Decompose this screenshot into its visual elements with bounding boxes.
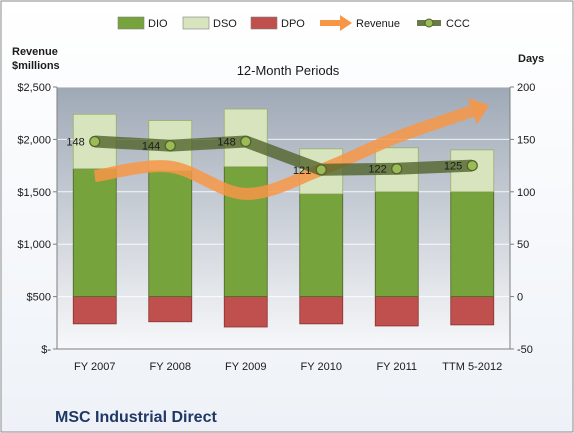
legend-label: DSO bbox=[213, 18, 237, 30]
left-axis-title-line2: $millions bbox=[12, 60, 60, 72]
right-tick-label: 200 bbox=[517, 82, 535, 94]
ccc-series: 148 144 148 121 122 125 bbox=[66, 135, 478, 177]
ccc-marker bbox=[240, 135, 252, 148]
right-axis-title: Days bbox=[518, 53, 544, 65]
axes: $- $500 $1,000 $1,500 $2,000 $2,500 -50 0 50 100 1… bbox=[17, 82, 535, 373]
bar-dpo bbox=[148, 296, 193, 323]
ccc-data-label: 148 bbox=[217, 136, 235, 148]
legend-label: DIO bbox=[148, 18, 168, 30]
legend-marker bbox=[424, 18, 434, 28]
bar-dpo bbox=[223, 296, 268, 328]
category-label: FY 2011 bbox=[376, 361, 417, 373]
left-tick-label: $2,000 bbox=[17, 134, 51, 146]
plot-area bbox=[57, 87, 510, 349]
ccc-data-label: 122 bbox=[368, 164, 386, 176]
legend-swatch-dso bbox=[182, 16, 210, 30]
legend-swatch-dio bbox=[117, 16, 145, 30]
left-tick-label: $1,000 bbox=[17, 239, 51, 251]
left-tick-label: $- bbox=[41, 344, 51, 356]
left-tick-label: $2,500 bbox=[17, 82, 51, 94]
ccc-line bbox=[94, 135, 473, 176]
ccc-data-label: 125 bbox=[444, 161, 462, 173]
category-label: FY 2010 bbox=[301, 361, 342, 373]
category-label: TTM 5-2012 bbox=[442, 361, 502, 373]
right-tick-label: -50 bbox=[517, 344, 533, 356]
legend-label: Revenue bbox=[356, 18, 400, 30]
legend-label: DPO bbox=[281, 18, 305, 30]
category-label: FY 2008 bbox=[150, 361, 191, 373]
legend-arrowhead bbox=[340, 15, 352, 31]
left-axis-title-line1: Revenue bbox=[12, 46, 58, 58]
bar-dpo bbox=[299, 296, 344, 325]
revenue-line bbox=[93, 105, 475, 200]
bar-dpo bbox=[72, 296, 117, 325]
bar-dio bbox=[374, 191, 419, 298]
grid-lines bbox=[57, 86, 510, 350]
bar-dio bbox=[299, 193, 344, 297]
right-tick-label: 50 bbox=[517, 239, 529, 251]
legend-label: CCC bbox=[446, 18, 470, 30]
bar-dpo bbox=[450, 296, 495, 326]
ccc-data-label: 121 bbox=[293, 165, 311, 177]
left-tick-label: $1,500 bbox=[17, 187, 51, 199]
right-tick-label: 0 bbox=[517, 292, 523, 304]
revenue-series bbox=[93, 97, 490, 200]
bar-dio bbox=[450, 191, 495, 298]
right-tick-label: 100 bbox=[517, 187, 535, 199]
chart-subtitle: 12-Month Periods bbox=[237, 63, 340, 78]
legend: DIO DSO DPO Revenue CCC bbox=[117, 15, 470, 31]
category-label: FY 2007 bbox=[74, 361, 115, 373]
legend-swatch-dpo bbox=[250, 16, 278, 30]
ccc-marker bbox=[466, 160, 478, 172]
revenue-arrowhead bbox=[467, 97, 490, 125]
ccc-marker bbox=[89, 135, 101, 148]
ccc-data-label: 148 bbox=[66, 136, 84, 148]
right-tick-label: 150 bbox=[517, 134, 535, 146]
ccc-marker bbox=[315, 164, 327, 176]
ccc-marker bbox=[164, 140, 176, 152]
ccc-marker bbox=[391, 163, 403, 175]
left-tick-label: $500 bbox=[27, 292, 51, 304]
category-label: FY 2009 bbox=[225, 361, 266, 373]
bar-dio bbox=[148, 170, 193, 297]
bar-dpo bbox=[374, 296, 419, 327]
bar-dio bbox=[72, 168, 117, 298]
ccc-data-label: 144 bbox=[142, 141, 160, 153]
company-name: MSC Industrial Direct bbox=[55, 409, 217, 426]
